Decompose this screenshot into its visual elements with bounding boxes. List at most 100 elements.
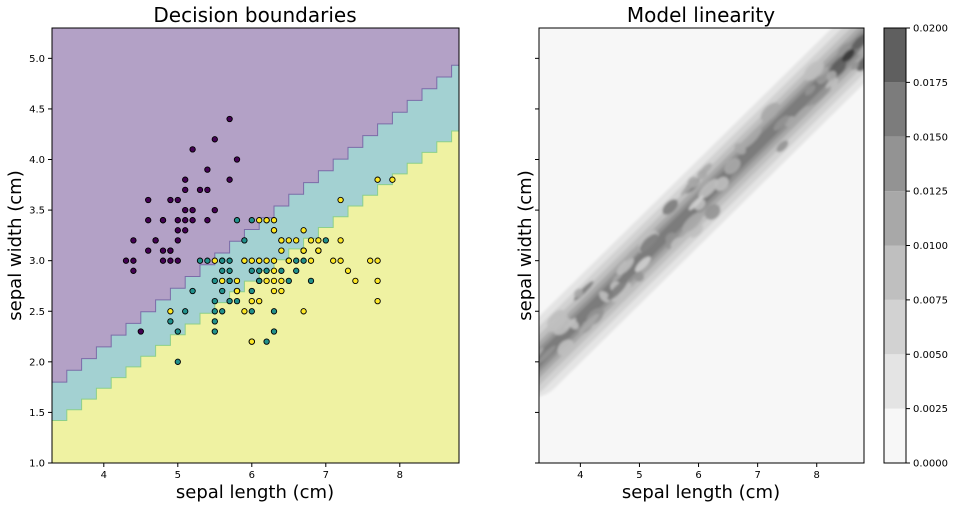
scatter-point [204,186,211,194]
scatter-point [189,287,196,295]
density-blob [599,291,611,303]
density-blob [639,233,659,253]
scatter-point [196,186,204,194]
scatter-point [374,176,381,183]
scatter-point [300,247,307,254]
scatter-point [241,308,248,315]
density-blob [616,257,634,275]
scatter-point [174,227,181,234]
scatter-point [226,297,233,305]
scatter-point [389,176,396,183]
colorbar-tick-label: 0.0050 [913,350,948,361]
scatter-point [285,257,292,264]
density-blob [704,204,721,220]
density-blob [573,288,583,298]
scatter-point [145,247,152,254]
y-tick-label: 3.0 [29,256,45,267]
scatter-point [211,318,218,325]
density-blob [794,105,809,121]
colorbar-tick-label: 0.0200 [913,24,948,35]
chart1-x-label: sepal length (cm) [176,482,334,503]
density-blob [734,143,746,155]
scatter-point [137,328,144,335]
chart2-x-ticks: 4 5 6 7 8 [577,463,820,481]
scatter-point [226,267,233,274]
scatter-point [233,156,241,163]
scatter-point [226,176,233,183]
density-blob [688,195,704,211]
scatter-point [374,277,381,285]
colorbar-band [884,245,906,300]
scatter-point [248,217,255,224]
scatter-point [130,237,137,244]
chart2-x-label: sepal length (cm) [622,482,780,503]
scatter-point [182,217,189,224]
scatter-point [189,217,196,224]
scatter-point [300,257,307,264]
scatter-point [174,196,181,204]
density-blob [773,115,789,131]
decision-regions [52,28,459,463]
colorbar-tick-label: 0.0000 [913,459,948,470]
scatter-point [256,267,263,274]
scatter-point [263,267,270,274]
density-blob [818,66,829,77]
scatter-point [248,287,255,295]
scatter-point [145,217,152,224]
scatter-point [270,227,278,234]
chart2-frame [538,27,865,464]
scatter-point [337,257,344,264]
scatter-point [233,297,241,305]
chart1-y-label: sepal width (cm) [5,170,26,320]
scatter-point [270,287,278,295]
scatter-point [145,196,152,204]
scatter-point [278,237,285,244]
density-blob [815,65,834,83]
scatter-point [174,257,181,264]
scatter-point [352,277,359,285]
scatter-point [233,287,241,295]
scatter-point [248,338,255,345]
x-tick-label: 7 [323,470,329,481]
scatter-point [263,257,270,264]
x-tick-label: 6 [249,470,255,481]
scatter-point [204,217,211,224]
y-tick-label: 4.5 [29,104,45,115]
scatter-point [226,277,233,285]
decision-boundary-chart: Decision boundaries 4 5 6 7 8 1.0 1.5 2.0 2.5 3.… [5,3,460,503]
scatter-point [174,328,181,335]
scatter-point [270,257,278,264]
scatter-point [226,257,233,264]
chart2-y-ticks [535,57,539,464]
y-tick-label: 5.0 [29,54,45,65]
scatter-point [130,267,137,274]
y-tick-label: 1.0 [29,459,45,470]
density-blob [607,280,628,300]
density-blob [803,60,824,81]
density-blob [831,56,845,69]
scatter-point [182,206,189,214]
scatter-point [307,277,315,285]
scatter-point [256,297,263,305]
scatter-point [322,237,329,244]
colorbar-band [884,191,906,246]
density-blob [624,246,640,261]
scatter-point [270,267,278,274]
scatter-point [233,277,241,285]
density-blob [697,169,708,180]
x-tick-label: 7 [754,470,760,481]
scatter-point [270,328,278,335]
scatter-point [248,308,255,315]
colorbar-band [884,299,906,355]
colorbar-tick-label: 0.0025 [913,404,948,415]
scatter-point [307,257,315,264]
scatter-point [233,217,241,224]
colorbar-tick-label: 0.0075 [913,295,948,306]
scatter-point [263,338,270,345]
scatter-point [344,267,352,274]
scatter-point [241,257,248,264]
colorbar-ticks: 0.0000 0.0025 0.0050 0.0075 0.0100 0.0125 0.01… [906,24,948,470]
scatter-point [182,308,189,315]
scatter-point [174,358,181,365]
